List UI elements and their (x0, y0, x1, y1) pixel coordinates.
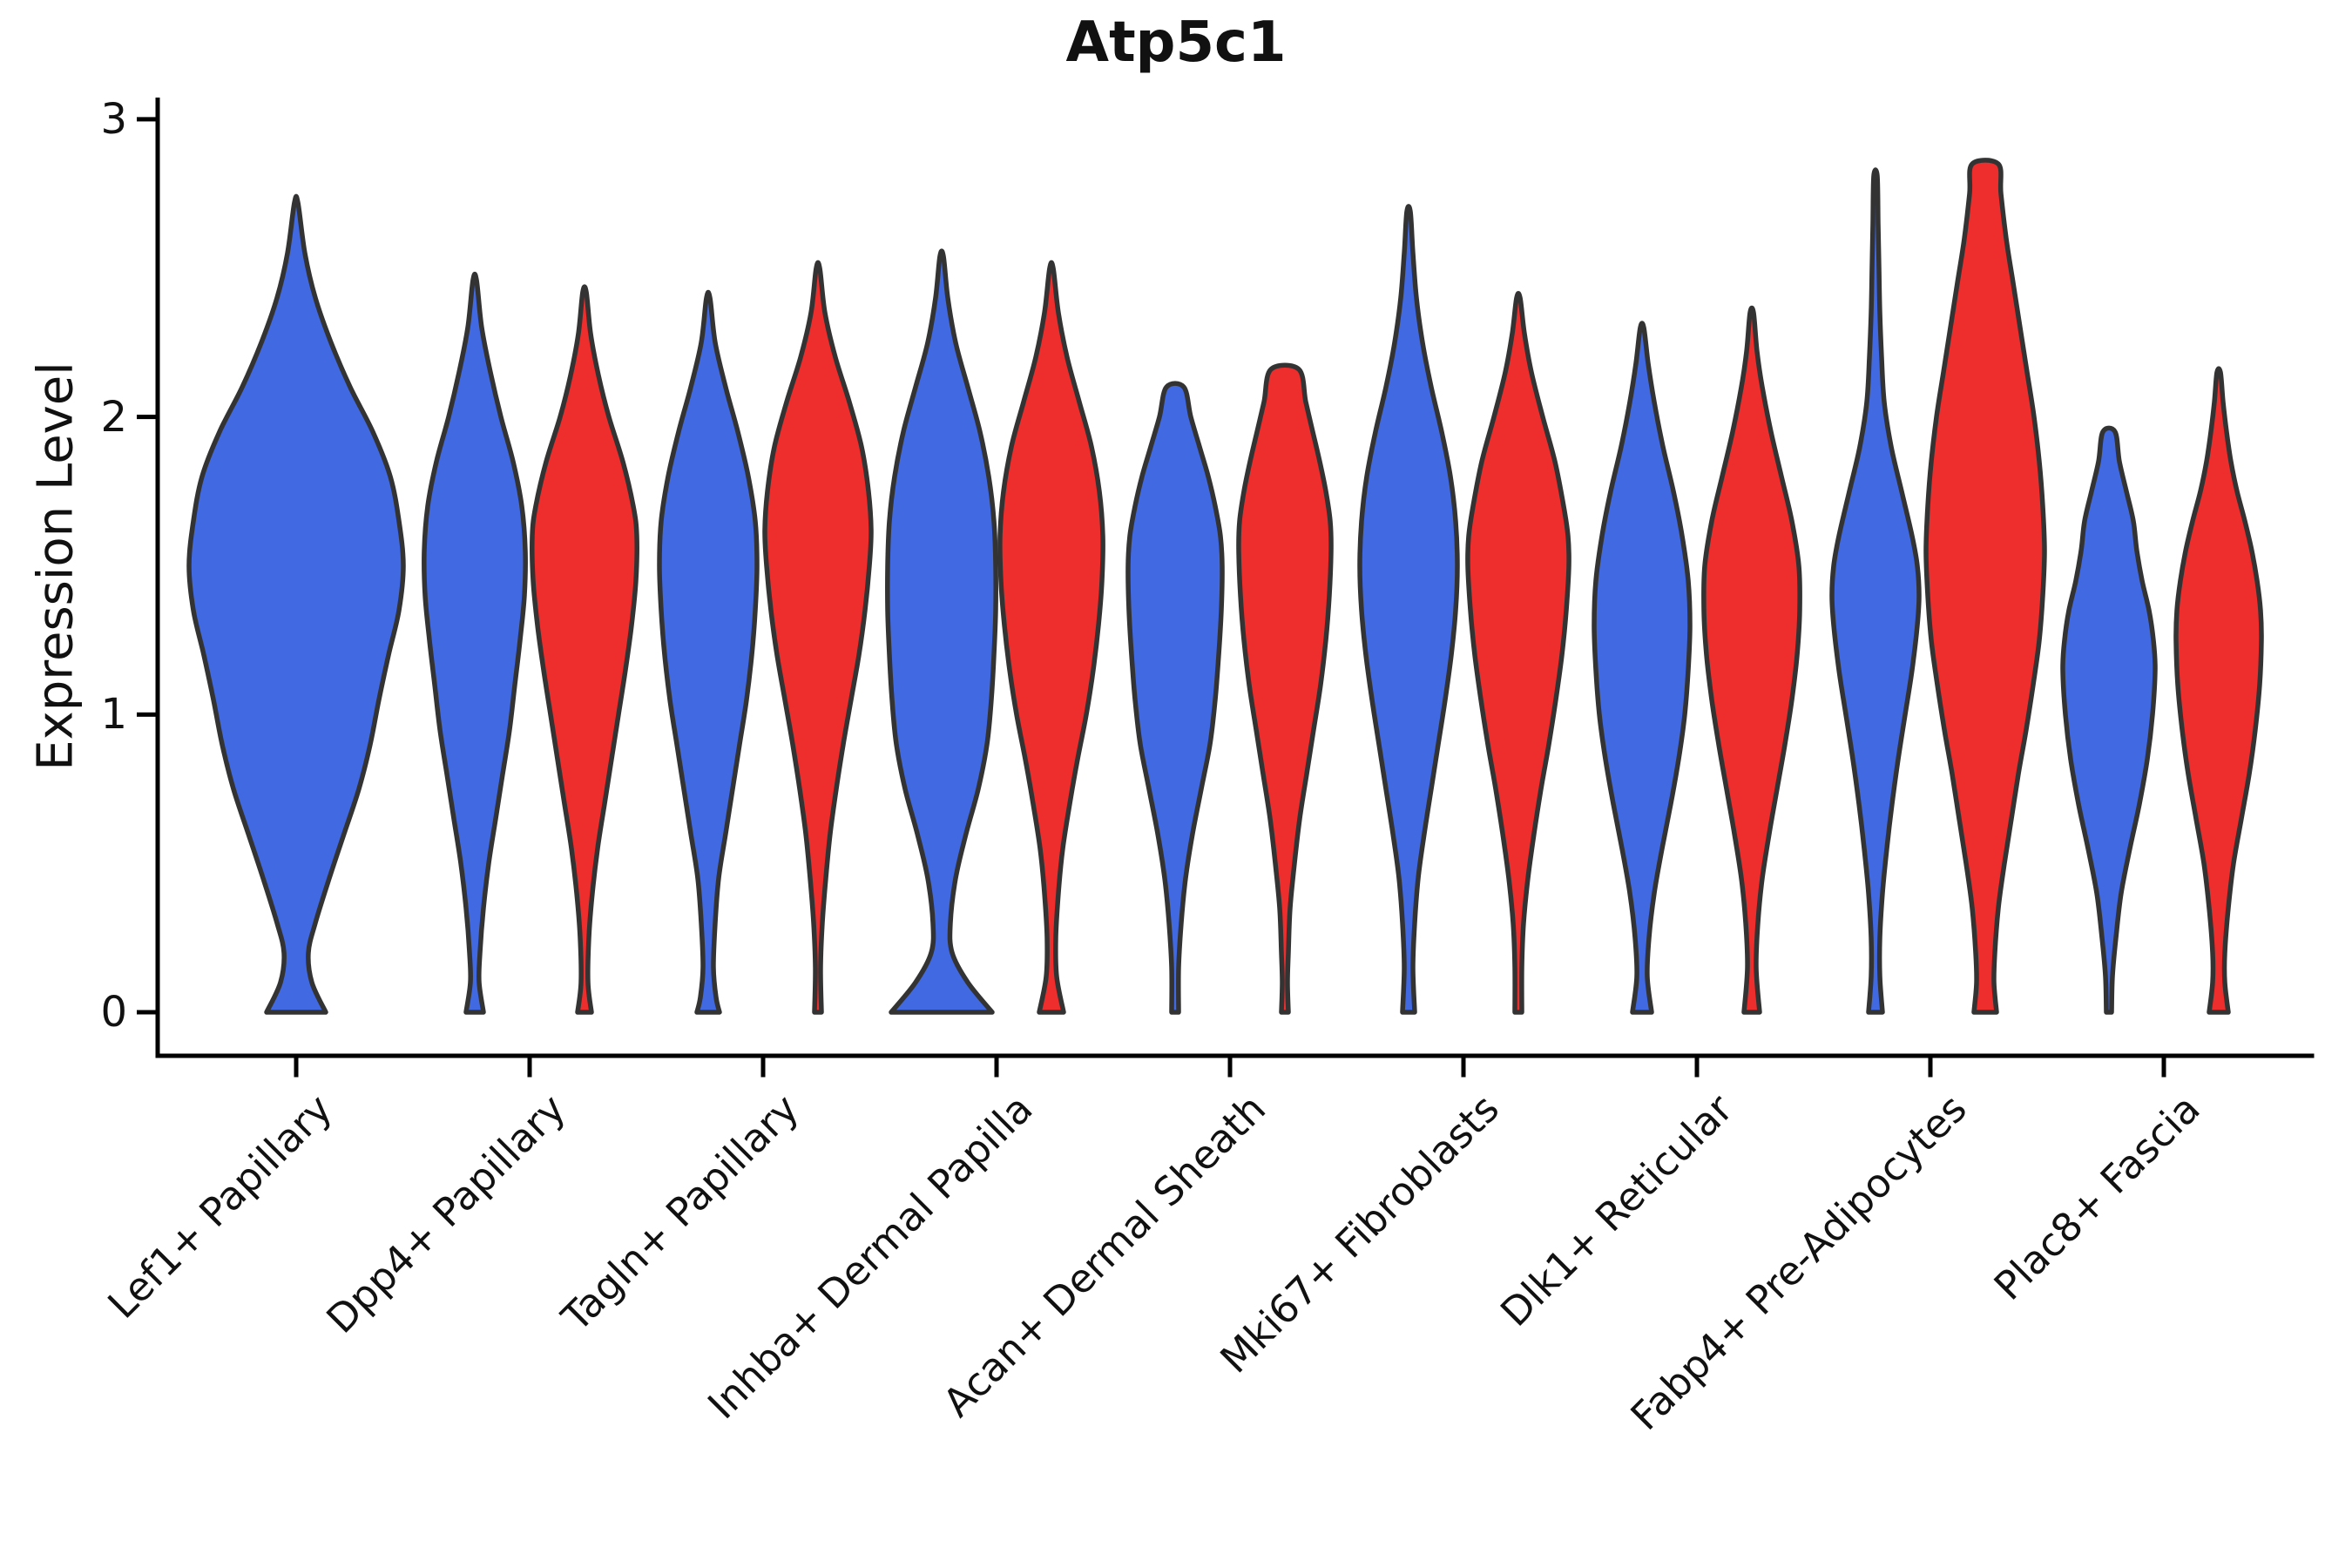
violin-dpp4-blue (422, 271, 528, 1015)
y-tick-label: 0 (100, 988, 127, 1037)
x-axis-spine (155, 1053, 2315, 1058)
x-tick (1928, 1058, 1933, 1078)
violin-tagln-red (762, 260, 874, 1015)
y-tick-label: 1 (100, 690, 127, 740)
y-tick (137, 712, 158, 717)
y-tick (137, 117, 158, 122)
x-tick (294, 1058, 299, 1078)
x-tick (1694, 1058, 1700, 1078)
violin-fabp4-blue (1829, 167, 1922, 1015)
violin-dpp4-red (530, 284, 639, 1015)
violin-inhba-red (997, 260, 1105, 1015)
violin-mki67-red (1465, 291, 1571, 1015)
x-tick (994, 1058, 999, 1078)
violin-lef1-blue (186, 193, 406, 1015)
x-tick (527, 1058, 532, 1078)
y-tick-label: 3 (100, 94, 127, 144)
chart-title: Atp5c1 (1065, 10, 1287, 75)
y-tick (137, 415, 158, 420)
y-tick (137, 1010, 158, 1015)
y-tick-label: 2 (100, 392, 127, 442)
x-tick (1227, 1058, 1233, 1078)
x-tick (760, 1058, 766, 1078)
violin-dlk1-blue (1592, 321, 1693, 1015)
violin-tagln-blue (657, 289, 760, 1015)
violin-inhba-blue (885, 248, 998, 1015)
x-tick (1461, 1058, 1466, 1078)
violin-fabp4-red (1923, 158, 2047, 1015)
violin-dlk1-red (1701, 305, 1802, 1015)
violin-plac8-red (2173, 366, 2264, 1015)
y-axis-spine (155, 98, 160, 1058)
x-tick (2161, 1058, 2166, 1078)
violin-plac8-blue (2060, 425, 2158, 1015)
violin-acan-red (1236, 362, 1334, 1015)
violin-acan-blue (1125, 381, 1225, 1015)
violin-mki67-blue (1357, 204, 1460, 1015)
